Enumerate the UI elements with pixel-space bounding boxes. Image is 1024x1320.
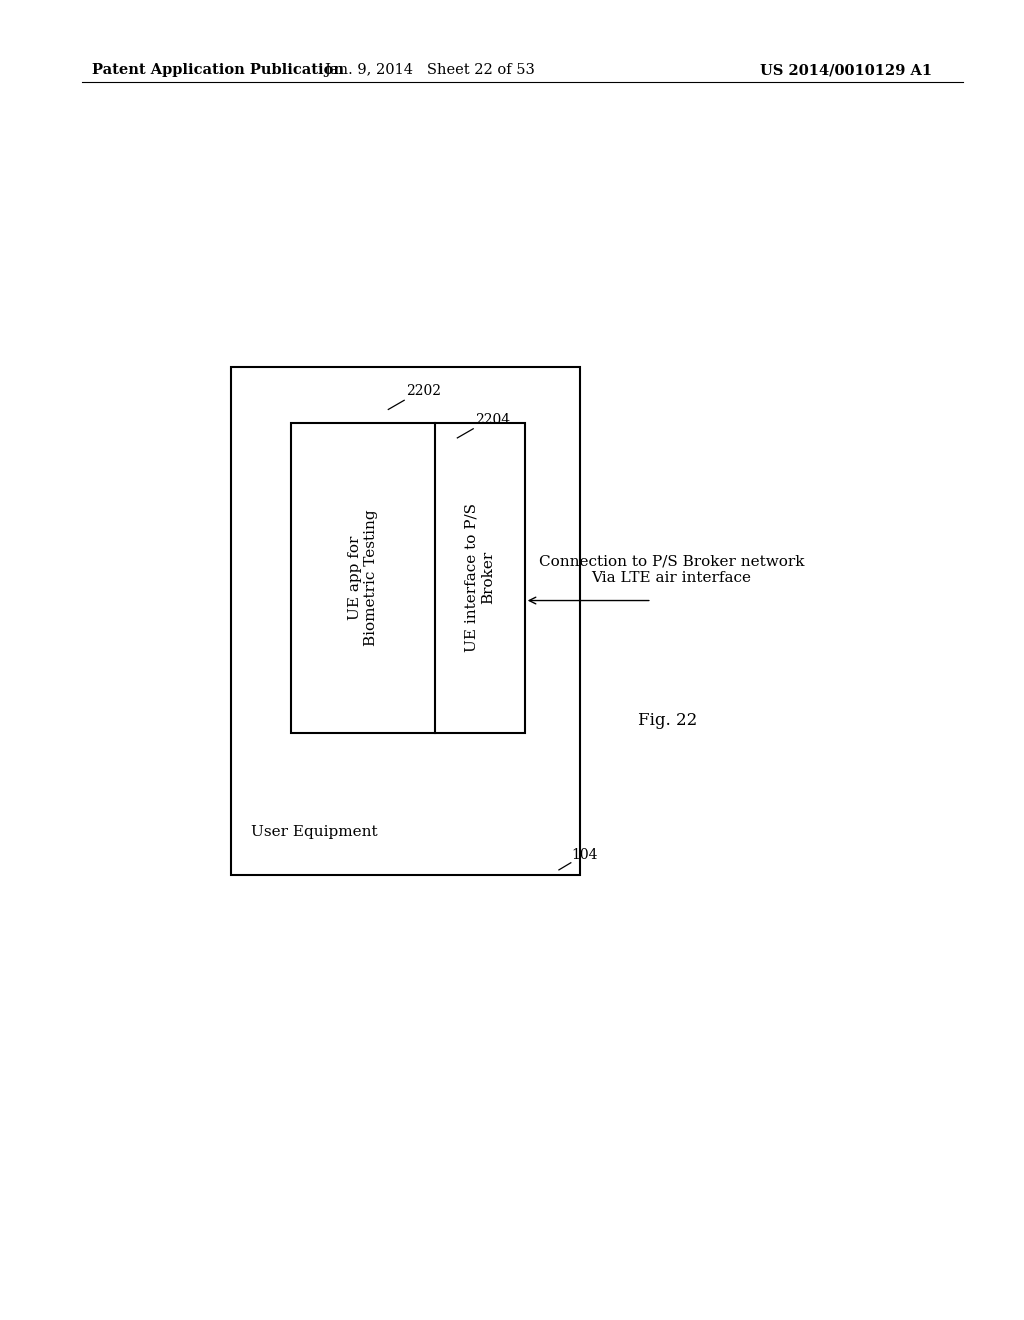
Text: 104: 104	[571, 847, 598, 862]
Text: Connection to P/S Broker network
Via LTE air interface: Connection to P/S Broker network Via LTE…	[539, 554, 805, 585]
Text: US 2014/0010129 A1: US 2014/0010129 A1	[760, 63, 932, 78]
Text: UE app for
Biometric Testing: UE app for Biometric Testing	[347, 510, 378, 645]
Bar	[231, 367, 581, 875]
Text: UE interface to P/S
Broker: UE interface to P/S Broker	[465, 503, 495, 652]
Bar	[291, 422, 525, 733]
Text: User Equipment: User Equipment	[251, 825, 378, 840]
Text: Jan. 9, 2014   Sheet 22 of 53: Jan. 9, 2014 Sheet 22 of 53	[325, 63, 536, 78]
Text: 2204: 2204	[475, 413, 510, 426]
Text: Fig. 22: Fig. 22	[638, 713, 697, 730]
Text: Patent Application Publication: Patent Application Publication	[92, 63, 344, 78]
Text: 2202: 2202	[406, 384, 440, 399]
